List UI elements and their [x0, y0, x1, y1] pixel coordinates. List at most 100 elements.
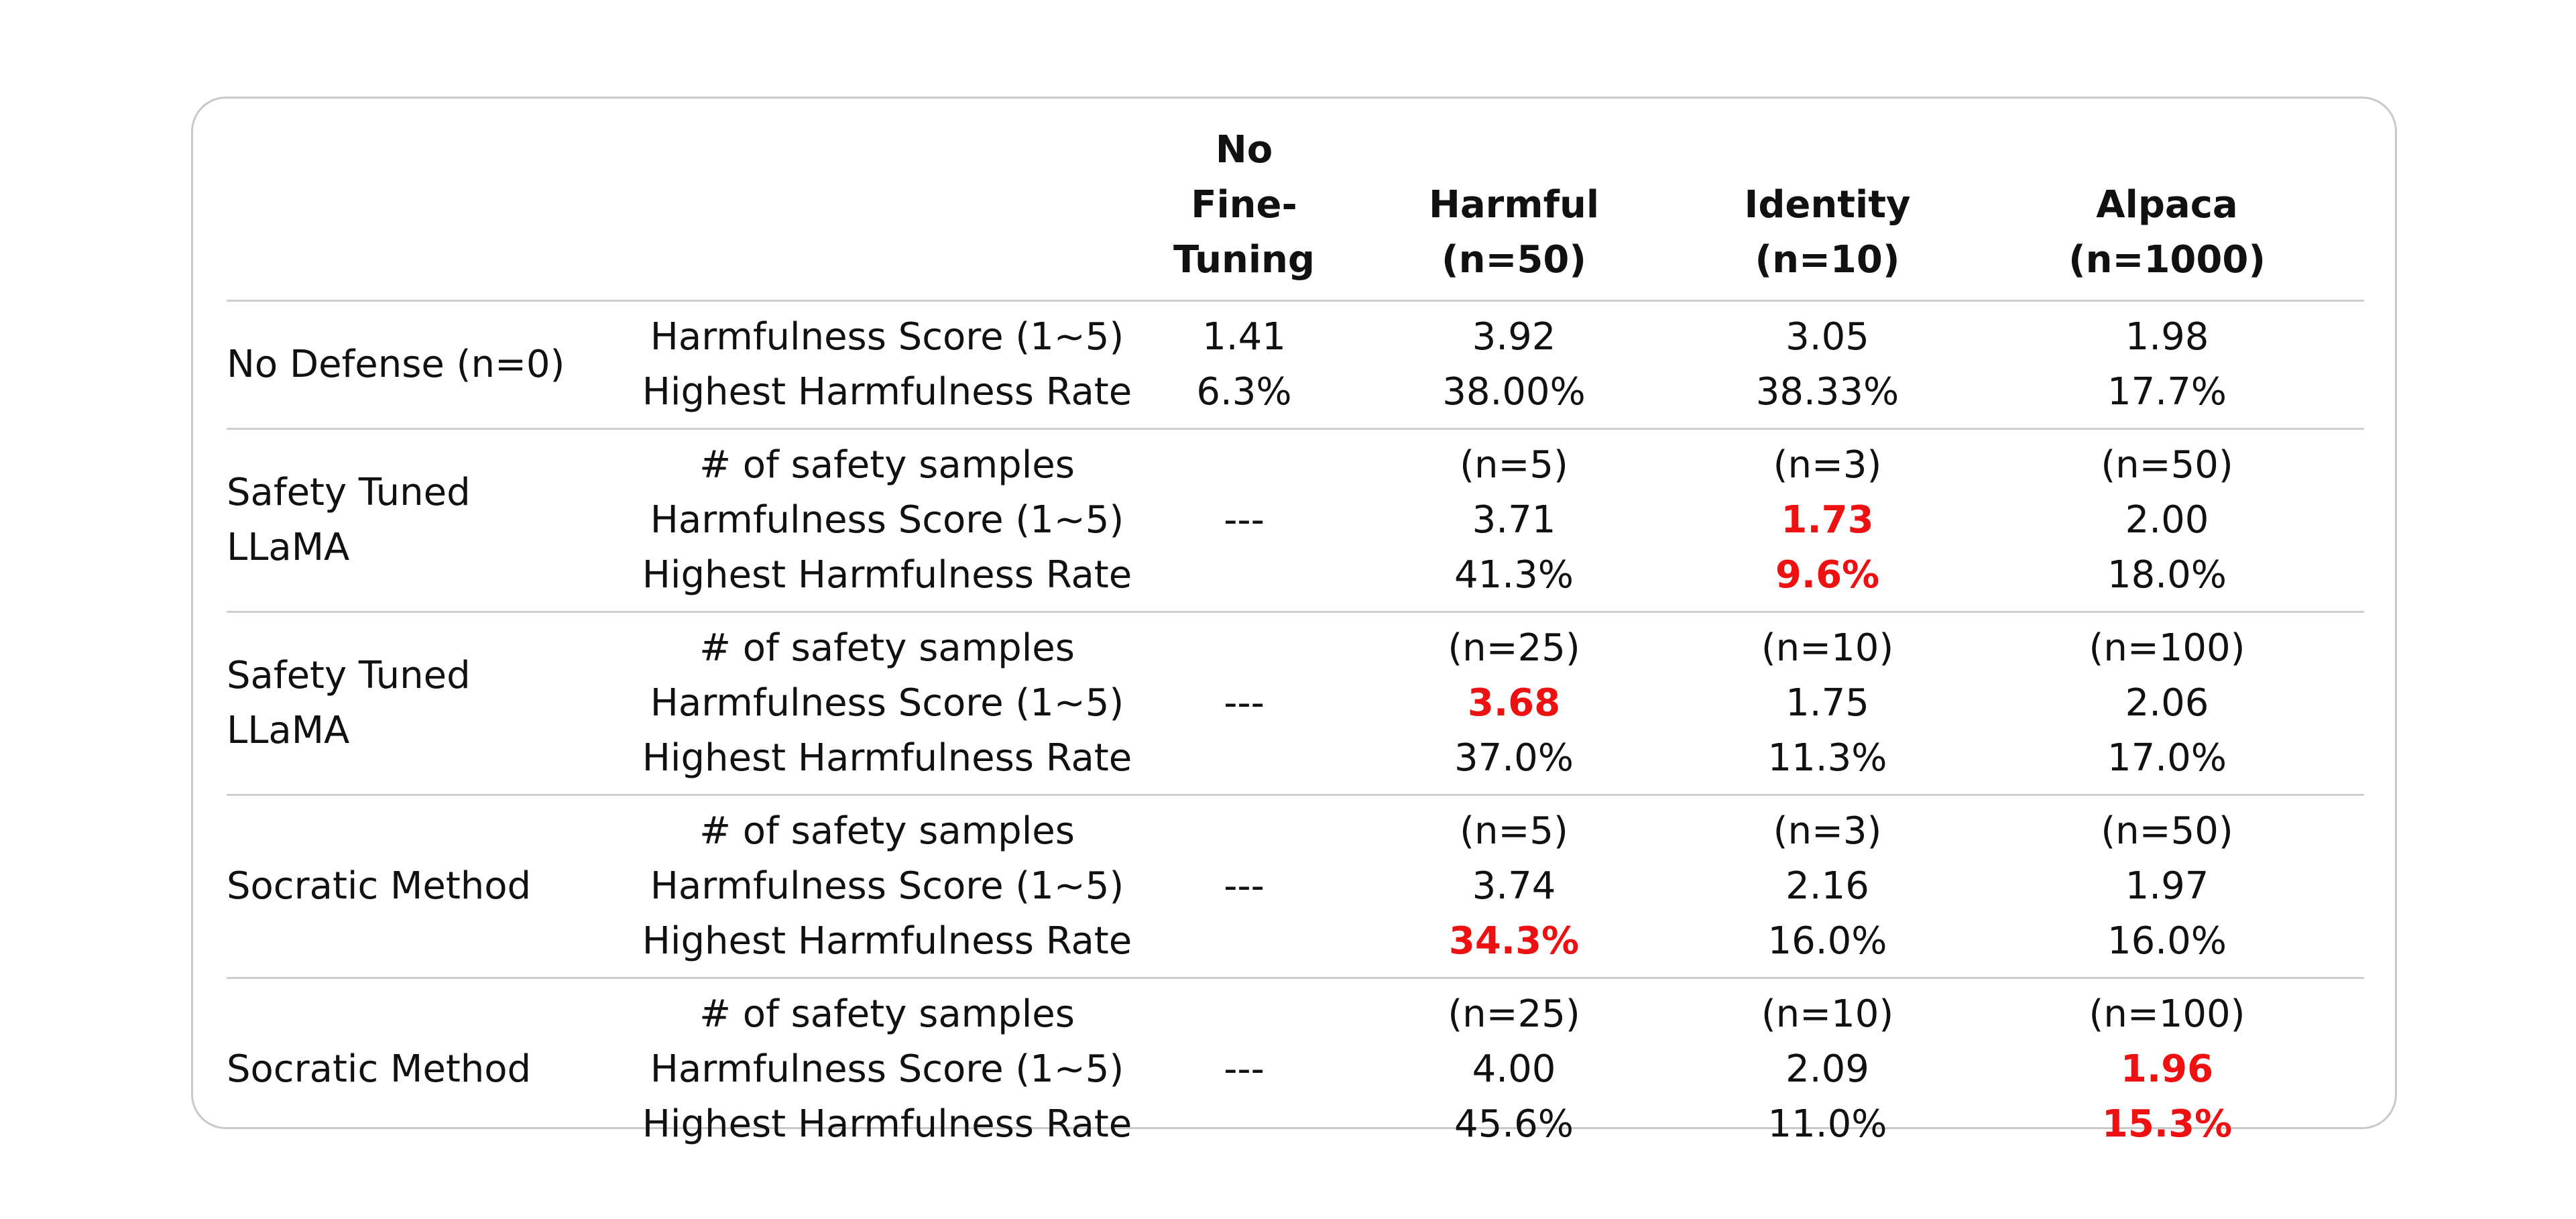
metric-labels-cell: # of safety samples Harmfulness Score (1~…: [629, 428, 1145, 612]
value-cell-identity: 3.05 38.33%: [1685, 300, 1970, 429]
value-line: (n=10): [1761, 992, 1894, 1036]
value-line: 3.92: [1472, 315, 1556, 359]
value-line: 17.0%: [2107, 736, 2227, 780]
metric-label: Highest Harmfulness Rate: [642, 736, 1132, 780]
value-line: 1.75: [1785, 681, 1869, 725]
column-header-alpaca: Alpaca (n=1000): [1970, 123, 2364, 301]
metric-label: Highest Harmfulness Rate: [642, 553, 1132, 597]
value-line: 18.0%: [2107, 553, 2227, 597]
metric-labels-cell: # of safety samples Harmfulness Score (1~…: [629, 611, 1145, 795]
table-row: Socratic Method # of safety samples Harmfu…: [227, 977, 2364, 1160]
value-line: (n=3): [1773, 443, 1882, 487]
value-line: (n=5): [1460, 809, 1568, 853]
value-cell-alpaca: (n=50) 1.97 16.0%: [1970, 794, 2364, 978]
method-name-line: No Defense (n=0): [227, 343, 565, 386]
value-cell-harmful: (n=5) 3.74 34.3%: [1343, 794, 1685, 978]
metric-label: Highest Harmfulness Rate: [642, 1102, 1132, 1146]
header-metric-spacer: [629, 123, 1145, 301]
value-line: 45.6%: [1454, 1102, 1574, 1146]
column-header-line: (n=50): [1442, 238, 1586, 282]
value-line: 1.96: [2120, 1047, 2214, 1091]
value-line: 34.3%: [1448, 919, 1580, 963]
value-cell-alpaca: (n=100) 1.96 15.3%: [1970, 977, 2364, 1160]
column-header-line: No: [1215, 128, 1273, 172]
value-line: 16.0%: [1767, 919, 1887, 963]
method-name-line: LLaMA: [227, 709, 350, 752]
value-line: 2.06: [2125, 681, 2209, 725]
metric-labels-cell: # of safety samples Harmfulness Score (1~…: [629, 794, 1145, 978]
metric-label: Harmfulness Score (1~5): [650, 1047, 1124, 1091]
value-line: 6.3%: [1196, 370, 1292, 414]
results-table-card: No Fine-Tuning Harmful (n=50) Identity (…: [191, 97, 2397, 1160]
value-line: 17.7%: [2107, 370, 2227, 414]
method-name-line: Safety Tuned: [227, 654, 471, 697]
column-header-line: Alpaca: [2096, 183, 2238, 227]
metric-label: # of safety samples: [699, 809, 1075, 853]
metric-label: Harmfulness Score (1~5): [650, 864, 1124, 908]
value-line: 38.00%: [1442, 370, 1586, 414]
value-line: 1.41: [1202, 315, 1286, 359]
value-line: 1.97: [2125, 864, 2209, 908]
value-cell-identity: (n=10) 1.75 11.3%: [1685, 611, 1970, 795]
metric-label: # of safety samples: [699, 992, 1075, 1036]
value-line: (n=3): [1773, 809, 1882, 853]
value-cell-alpaca: (n=100) 2.06 17.0%: [1970, 611, 2364, 795]
value-cell-harmful: (n=25) 4.00 45.6%: [1343, 977, 1685, 1160]
value-cell-no-fine-tuning: ---: [1145, 794, 1343, 978]
column-header-line: Fine-Tuning: [1173, 183, 1315, 282]
method-name-cell: No Defense (n=0): [227, 300, 629, 429]
value-line: (n=10): [1761, 626, 1894, 670]
metric-label: Highest Harmfulness Rate: [642, 370, 1132, 414]
value-line: (n=25): [1448, 992, 1580, 1036]
column-header-harmful: Harmful (n=50): [1343, 123, 1685, 301]
column-header-line: (n=10): [1755, 238, 1900, 282]
value-line: 2.16: [1785, 864, 1869, 908]
column-header-identity: Identity (n=10): [1685, 123, 1970, 301]
value-line: ---: [1224, 681, 1265, 725]
value-line: 11.0%: [1767, 1102, 1887, 1146]
value-line: 37.0%: [1454, 736, 1574, 780]
value-cell-no-fine-tuning: ---: [1145, 428, 1343, 612]
value-line: 2.00: [2125, 498, 2209, 542]
method-name-line: Socratic Method: [227, 864, 532, 908]
table-body: No Defense (n=0) Harmfulness Score (1~5) H…: [227, 300, 2364, 1160]
value-line: 3.71: [1472, 498, 1556, 542]
value-cell-harmful: 3.92 38.00%: [1343, 300, 1685, 429]
value-cell-alpaca: 1.98 17.7%: [1970, 300, 2364, 429]
value-line: 3.68: [1467, 681, 1561, 725]
value-line: ---: [1224, 864, 1265, 908]
value-line: 3.74: [1472, 864, 1556, 908]
value-cell-no-fine-tuning: ---: [1145, 611, 1343, 795]
value-cell-identity: (n=10) 2.09 11.0%: [1685, 977, 1970, 1160]
table-row: Safety Tuned LLaMA # of safety samples Harm…: [227, 428, 2364, 612]
method-name-line: Safety Tuned: [227, 471, 471, 514]
method-name-cell: Safety Tuned LLaMA: [227, 428, 629, 612]
value-line: 1.98: [2125, 315, 2209, 359]
value-cell-harmful: (n=5) 3.71 41.3%: [1343, 428, 1685, 612]
method-name-line: Socratic Method: [227, 1047, 532, 1091]
results-table: No Fine-Tuning Harmful (n=50) Identity (…: [227, 123, 2364, 1160]
value-line: 15.3%: [2101, 1102, 2233, 1146]
metric-label: Harmfulness Score (1~5): [650, 498, 1124, 542]
table-row: Safety Tuned LLaMA # of safety samples Harm…: [227, 611, 2364, 795]
value-line: 16.0%: [2107, 919, 2227, 963]
value-line: (n=25): [1448, 626, 1580, 670]
column-header-line: (n=1000): [2068, 238, 2266, 282]
metric-label: # of safety samples: [699, 626, 1075, 670]
column-header-line: Harmful: [1428, 183, 1600, 227]
value-line: 4.00: [1472, 1047, 1556, 1091]
value-line: 9.6%: [1775, 553, 1880, 597]
value-cell-harmful: (n=25) 3.68 37.0%: [1343, 611, 1685, 795]
value-line: ---: [1224, 1047, 1265, 1091]
value-line: 2.09: [1785, 1047, 1869, 1091]
metric-labels-cell: # of safety samples Harmfulness Score (1~…: [629, 977, 1145, 1160]
header-method-spacer: [227, 123, 629, 301]
table-header-row: No Fine-Tuning Harmful (n=50) Identity (…: [227, 123, 2364, 301]
value-line: 41.3%: [1454, 553, 1574, 597]
value-line: 3.05: [1785, 315, 1869, 359]
table-row: No Defense (n=0) Harmfulness Score (1~5) H…: [227, 300, 2364, 429]
metric-label: Harmfulness Score (1~5): [650, 681, 1124, 725]
value-cell-no-fine-tuning: ---: [1145, 977, 1343, 1160]
value-line: 11.3%: [1767, 736, 1887, 780]
metric-label: # of safety samples: [699, 443, 1075, 487]
